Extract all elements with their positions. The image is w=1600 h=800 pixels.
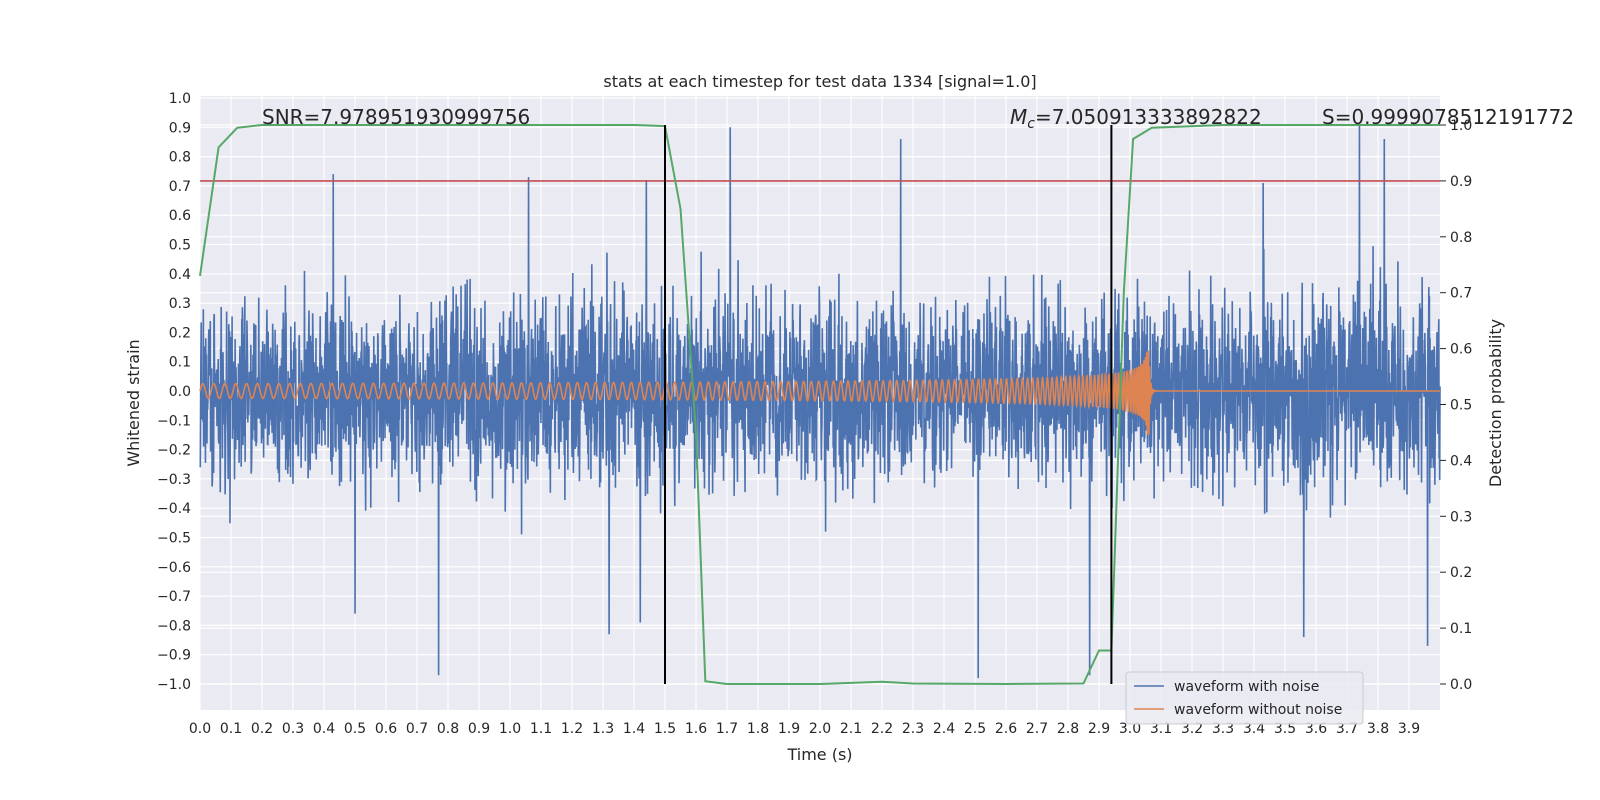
- x-tick-label: 3.5: [1274, 721, 1296, 737]
- x-axis-label: Time (s): [786, 745, 852, 764]
- y2-tick-label: 0.7: [1450, 286, 1472, 302]
- x-tick-label: 0.9: [468, 721, 490, 737]
- y2-tick-label: 0.3: [1450, 509, 1472, 525]
- y2-tick-label: 0.0: [1450, 677, 1472, 693]
- x-tick-label: 0.0: [189, 721, 211, 737]
- y-tick-label: 0.9: [169, 120, 191, 136]
- noise-series: [199, 124, 1441, 679]
- chirp-mass-subscript: c: [1027, 116, 1035, 132]
- y2-tick-label: 0.6: [1450, 342, 1472, 358]
- vertical-markers: [664, 125, 1113, 684]
- x-tick-label: 3.6: [1305, 721, 1327, 737]
- y-tick-label: 0.1: [169, 355, 191, 371]
- x-tick-label: 0.4: [313, 721, 335, 737]
- y2-tick-label: 0.8: [1450, 230, 1472, 246]
- x-tick-label: 1.6: [685, 721, 707, 737]
- legend-entry-noise: waveform with noise: [1174, 679, 1319, 695]
- x-tick-label: 1.5: [654, 721, 676, 737]
- x-tick-label: 2.9: [1088, 721, 1110, 737]
- x-tick-label: 0.3: [282, 721, 304, 737]
- x-tick-label: 0.5: [344, 721, 366, 737]
- y-tick-label: 0.4: [169, 267, 191, 283]
- y-tick-label: 0.0: [169, 384, 191, 400]
- x-tick-label: 3.3: [1212, 721, 1234, 737]
- clean-waveform-line: [199, 350, 1440, 435]
- y2-tick-label: 0.1: [1450, 621, 1472, 637]
- y-tick-label: 0.7: [169, 179, 191, 195]
- y-axis-label: Whitened strain: [124, 339, 143, 466]
- y-tick-label: −0.3: [157, 472, 191, 488]
- chirp-mass-value: =7.050913333892822: [1035, 105, 1262, 129]
- y-tick-label: −0.7: [157, 589, 191, 605]
- x-tick-label: 2.6: [995, 721, 1017, 737]
- x-tick-label: 2.1: [840, 721, 862, 737]
- y-tick-label: 0.6: [169, 208, 191, 224]
- x-tick-label: 3.1: [1150, 721, 1172, 737]
- x-tick-label: 2.3: [902, 721, 924, 737]
- probability-line: [199, 124, 1440, 686]
- y2-tick-label: 0.5: [1450, 398, 1472, 414]
- y2-axis-ticks: 1.0 0.9 0.8 0.7 0.6 0.5 0.4 0.3 0.2 0.1 0.0: [1440, 118, 1472, 693]
- y-tick-label: −0.8: [157, 618, 191, 634]
- y-tick-label: 0.2: [169, 325, 191, 341]
- y2-tick-label: 0.9: [1450, 174, 1472, 190]
- x-tick-label: 0.1: [220, 721, 242, 737]
- x-tick-label: 3.9: [1398, 721, 1420, 737]
- x-tick-label: 1.1: [530, 721, 552, 737]
- y-tick-label: −0.6: [157, 560, 191, 576]
- y-axis-ticks: 1.0 0.9 0.8 0.7 0.6 0.5 0.4 0.3 0.2 0.1 0.0 −0.1 −0.…: [157, 91, 191, 693]
- y-tick-label: −0.5: [157, 531, 191, 547]
- x-tick-label: 2.4: [933, 721, 955, 737]
- y-tick-label: −0.2: [157, 443, 191, 459]
- chirp-mass-annotation: Mc=7.050913333892822: [1010, 105, 1262, 132]
- x-tick-label: 0.6: [375, 721, 397, 737]
- y-tick-label: 0.8: [169, 150, 191, 166]
- x-tick-label: 2.7: [1026, 721, 1048, 737]
- y2-axis-label: Detection probability: [1486, 319, 1505, 487]
- s-annotation: S=0.9999078512191772: [1322, 105, 1574, 129]
- x-tick-label: 1.0: [499, 721, 521, 737]
- x-tick-label: 2.8: [1057, 721, 1079, 737]
- x-tick-label: 1.7: [716, 721, 738, 737]
- x-tick-label: 3.7: [1336, 721, 1358, 737]
- y-tick-label: −0.4: [157, 501, 191, 517]
- x-tick-label: 1.8: [747, 721, 769, 737]
- noise-waveform-line: [199, 124, 1441, 679]
- y2-tick-label: 1.0: [1450, 118, 1472, 134]
- x-tick-label: 3.4: [1243, 721, 1265, 737]
- x-axis-ticks: 0.0 0.1 0.2 0.3 0.4 0.5 0.6 0.7 0.8 0.9 1.0 1.1 1.2 1…: [189, 721, 1420, 737]
- x-tick-label: 2.2: [871, 721, 893, 737]
- chart-title: stats at each timestep for test data 133…: [603, 72, 1036, 91]
- legend: waveform with noise waveform without noi…: [1125, 671, 1364, 725]
- y-tick-label: −1.0: [157, 677, 191, 693]
- x-tick-label: 0.2: [251, 721, 273, 737]
- x-tick-label: 2.5: [964, 721, 986, 737]
- chirp-mass-symbol: M: [1010, 105, 1027, 129]
- x-tick-label: 3.8: [1367, 721, 1389, 737]
- x-tick-label: 3.0: [1119, 721, 1141, 737]
- snr-annotation: SNR=7.978951930999756: [262, 105, 530, 129]
- legend-entry-clean: waveform without noise: [1174, 702, 1342, 718]
- y-tick-label: −0.1: [157, 413, 191, 429]
- probability-series: [199, 124, 1440, 686]
- x-tick-label: 1.3: [592, 721, 614, 737]
- x-tick-label: 0.8: [437, 721, 459, 737]
- x-tick-label: 0.7: [406, 721, 428, 737]
- y2-tick-label: 0.2: [1450, 565, 1472, 581]
- y-tick-label: 0.3: [169, 296, 191, 312]
- x-tick-label: 1.4: [623, 721, 645, 737]
- legend-box: [1125, 671, 1364, 725]
- x-tick-label: 2.0: [809, 721, 831, 737]
- y-tick-label: 1.0: [169, 91, 191, 107]
- x-tick-label: 1.2: [561, 721, 583, 737]
- y-tick-label: 0.5: [169, 238, 191, 254]
- y-tick-label: −0.9: [157, 648, 191, 664]
- clean-series: [199, 350, 1440, 435]
- y2-tick-label: 0.4: [1450, 453, 1472, 469]
- x-tick-label: 3.2: [1181, 721, 1203, 737]
- x-tick-label: 1.9: [778, 721, 800, 737]
